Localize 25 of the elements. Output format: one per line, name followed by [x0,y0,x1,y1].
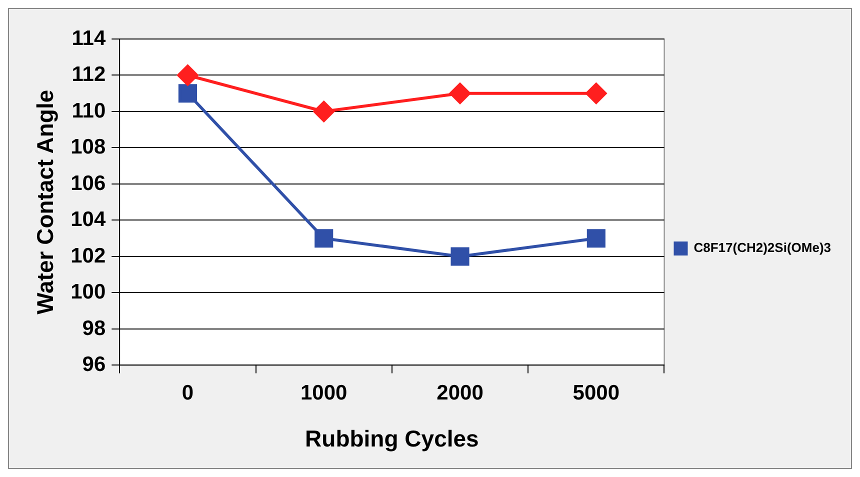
x-tick-label: 2000 [436,382,484,405]
point [314,229,334,248]
y-tick-label: 106 [70,172,106,195]
x-tick-label: 1000 [300,382,348,405]
y-tick-label: 110 [72,99,106,122]
point [177,64,198,86]
y-tick-label: 108 [70,136,106,159]
y-tick-label: 96 [82,352,106,376]
x-tick-label: 5000 [572,382,620,405]
point [450,247,470,266]
point [313,100,334,122]
x-axis-title: Rubbing Cycles [305,426,479,452]
y-tick-label: 102 [70,244,106,268]
point [586,82,607,104]
point [178,84,197,103]
point [450,82,471,104]
legend-label: C8F17(CH2)2Si(OMe)3 [694,240,832,256]
y-tick-label: 98 [82,316,106,340]
y-tick-label: 100 [70,280,106,304]
y-axis-title: Water Contact Angle [32,90,58,314]
y-tick-label: 114 [72,26,106,50]
y-tick-label: 104 [70,208,106,232]
x-tick-label: 0 [182,382,194,405]
y-tick-label: 112 [72,63,106,86]
point [586,229,606,248]
